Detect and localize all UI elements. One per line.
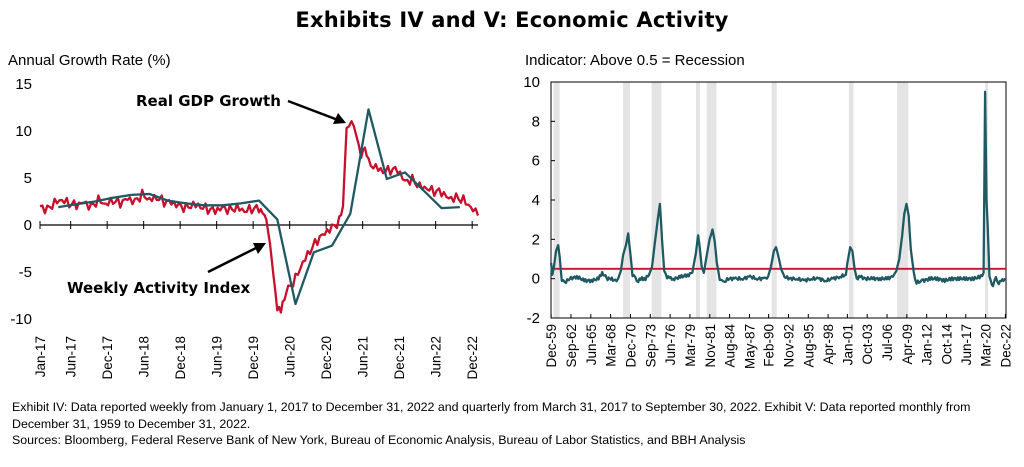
page-title: Exhibits IV and V: Economic Activity <box>295 8 729 32</box>
exhibit-v-x-tick-label: Mar-68 <box>604 324 619 367</box>
exhibit-v-x-tick-label: Aug-84 <box>723 324 738 368</box>
recession-shade-band <box>897 82 909 318</box>
real-gdp-arrow <box>287 99 339 122</box>
exhibit-footnote: Exhibit IV: Data reported weekly from Ja… <box>12 400 971 431</box>
exhibit-v-x-tick-label: Aug-95 <box>801 324 816 368</box>
exhibit-iv-x-tick-label: Jun-21 <box>356 336 371 377</box>
exhibit-v-chart: Indicator: Above 0.5 = Recession -2 0 2 4 6 8… <box>523 52 1013 369</box>
exhibit-v-x-tick-label: Dec-22 <box>998 324 1013 368</box>
charts-canvas: Annual Growth Rate (%) -10 -5 0 5 10 15 Jan-1… <box>8 52 1013 380</box>
exhibit-v-x-tick-label: Mar-79 <box>683 324 698 367</box>
exhibit-iv-y-tick-label: 5 <box>24 170 32 187</box>
weekly-activity-arrow <box>207 245 259 274</box>
exhibit-v-x-tick-label: Dec-70 <box>623 324 638 368</box>
exhibit-iv-y-tick-label: -10 <box>10 311 32 328</box>
recession-indicator-line <box>549 90 1007 288</box>
exhibit-iv-x-tick-label: Jun-20 <box>283 336 298 377</box>
exhibit-v-y-tick-label: 8 <box>532 113 540 130</box>
exhibit-v-x-tick-label: Jul-06 <box>880 324 895 361</box>
recession-shade-band <box>623 82 630 318</box>
exhibit-v-x-tick-label: Sep-73 <box>643 324 658 368</box>
exhibit-iv-x-tick-label: Dec-20 <box>319 336 334 380</box>
sources-footnote: Sources: Bloomberg, Federal Reserve Bank… <box>12 433 746 447</box>
real-gdp-growth-annotation: Real GDP Growth <box>136 92 281 110</box>
exhibit-iv-x-tick-label: Jun-22 <box>429 336 444 377</box>
weekly-activity-index-annotation: Weekly Activity Index <box>67 279 251 297</box>
exhibit-v-plot-frame <box>550 81 1007 319</box>
exhibit-iv-y-axis-label: Annual Growth Rate (%) <box>8 52 171 69</box>
exhibit-iv-chart: Annual Growth Rate (%) -10 -5 0 5 10 15 Jan-1… <box>8 52 480 380</box>
real-gdp-arrowhead-icon <box>333 113 346 124</box>
exhibit-v-x-tick-label: Nov-92 <box>781 324 796 368</box>
exhibit-iv-x-tick-label: Dec-19 <box>246 336 261 380</box>
weekly-activity-index-line <box>39 120 480 314</box>
weekly-activity-arrowhead-icon <box>253 243 266 254</box>
exhibit-v-x-tick-label: Oct-03 <box>860 324 875 365</box>
exhibit-v-x-tick-label: Jun-65 <box>584 324 599 365</box>
exhibit-iv-x-tick-label: Jan-17 <box>33 336 48 377</box>
exhibit-iv-y-tick-label: 10 <box>15 123 32 140</box>
exhibit-v-y-tick-label: 4 <box>532 192 540 209</box>
recession-shade-band <box>706 82 717 318</box>
exhibit-v-y-tick-label: 6 <box>532 153 540 170</box>
exhibit-v-y-tick-label: -2 <box>527 310 540 327</box>
exhibit-iv-y-tick-label: 15 <box>15 76 32 93</box>
exhibit-iv-x-tick-label: Jun-19 <box>210 336 225 377</box>
exhibit-v-x-tick-label: Jun-76 <box>663 324 678 365</box>
exhibit-v-x-tick-label: Jan-01 <box>840 324 855 365</box>
recession-shade-band <box>553 82 560 318</box>
real-gdp-growth-line <box>58 108 460 306</box>
exhibit-v-x-tick-label: Feb-90 <box>762 324 777 367</box>
exhibit-v-x-tick-label: Mar-20 <box>979 324 994 367</box>
exhibit-iv-x-tick-label: Dec-22 <box>465 336 480 380</box>
exhibit-iv-x-tick-label: Jun-18 <box>137 336 152 377</box>
exhibit-v-x-tick-label: Apr-98 <box>821 324 836 365</box>
recession-shade-band <box>695 82 700 318</box>
exhibit-v-x-tick-label: Oct-14 <box>940 324 955 365</box>
exhibit-iv-x-tick-label: Dec-21 <box>392 336 407 380</box>
recession-shade-band <box>848 82 854 318</box>
recession-shade-band <box>771 82 777 318</box>
exhibit-iv-y-tick-label: 0 <box>24 217 32 234</box>
exhibit-iv-x-tick-label: Dec-18 <box>173 336 188 380</box>
recession-shade-band <box>651 82 662 318</box>
exhibit-v-x-tick-label: Dec-59 <box>544 324 559 368</box>
exhibit-iv-x-tick-label: Jun-17 <box>64 336 79 377</box>
exhibit-iv-x-tick-label: Dec-17 <box>100 336 115 380</box>
exhibit-v-y-tick-label: 2 <box>532 231 540 248</box>
exhibit-v-title: Indicator: Above 0.5 = Recession <box>525 52 745 69</box>
exhibit-v-x-tick-label: Sep-62 <box>564 324 579 368</box>
exhibit-v-y-tick-label: 0 <box>532 271 540 288</box>
exhibit-v-x-tick-label: Jan-12 <box>920 324 935 365</box>
exhibit-v-x-tick-label: Apr-09 <box>900 324 915 365</box>
exhibit-v-y-tick-label: 10 <box>523 74 540 91</box>
exhibit-v-x-tick-label: May-87 <box>742 324 757 369</box>
exhibit-v-x-tick-label: Nov-81 <box>703 324 718 368</box>
exhibit-iv-y-tick-label: -5 <box>19 264 32 281</box>
exhibit-v-x-tick-label: Jun-17 <box>959 324 974 365</box>
